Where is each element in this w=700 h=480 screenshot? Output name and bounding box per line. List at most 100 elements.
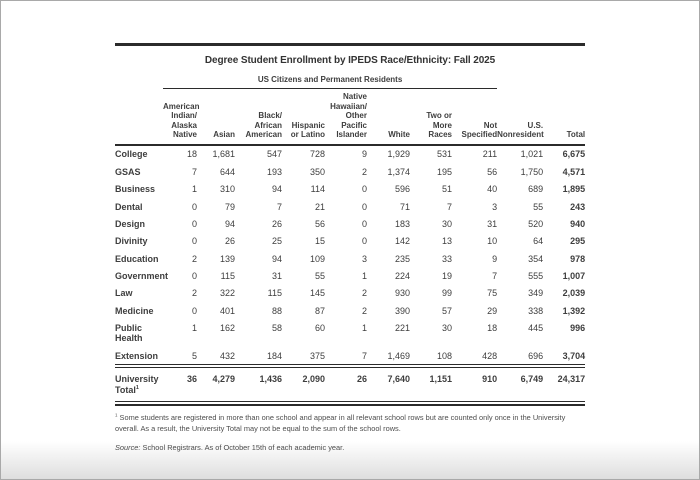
enrollment-cell: 1,021 [520, 149, 544, 160]
total-value-cell: 26 [325, 364, 367, 403]
row-total-cell: 1,007 [562, 270, 586, 281]
enrollment-cell: 3 [361, 253, 367, 264]
enrollment-cell: 7 [446, 201, 452, 212]
enrollment-cell: 531 [436, 149, 452, 160]
enrollment-cell: 56 [314, 218, 325, 229]
column-header-asian: Asian [197, 88, 235, 146]
row-label: Design [115, 218, 146, 229]
table-row-dental: Dental 0 79 7 21 0 71 7 3 55 243 [115, 198, 585, 215]
enrollment-cell: 58 [271, 322, 282, 333]
enrollment-cell: 10 [487, 236, 498, 247]
enrollment-cell: 40 [487, 184, 498, 195]
row-total-cell: 978 [570, 253, 586, 264]
enrollment-cell: 51 [441, 184, 452, 195]
enrollment-cell: 428 [482, 350, 498, 361]
row-label: Law [115, 288, 133, 299]
enrollment-cell: 55 [533, 201, 544, 212]
enrollment-cell: 115 [267, 288, 282, 299]
column-header-row: American Indian/ Alaska Native Asian Bla… [115, 88, 586, 146]
enrollment-cell: 26 [271, 218, 282, 229]
enrollment-cell: 354 [528, 253, 544, 264]
column-header-two-or-more-races: Two or More Races [410, 88, 452, 146]
enrollment-cell: 108 [436, 350, 452, 361]
column-header-black-african-american: Black/ African American [235, 88, 282, 146]
total-row: University Total1 36 4,279 1,436 2,090 26 7,6… [115, 364, 586, 403]
spacer [115, 70, 163, 89]
enrollment-cell: 1,750 [520, 166, 544, 177]
table-body: College 18 1,681 547 728 9 1,929 531 211 1,021 6,6… [115, 145, 585, 366]
table-row-public-health: Public Health 1 162 58 60 1 221 30 18 445 996 [115, 319, 585, 347]
row-total-cell: 1,392 [562, 305, 586, 316]
enrollment-cell: 94 [271, 253, 282, 264]
enrollment-cell: 13 [441, 236, 452, 247]
footnote: 1 Some students are registered in more t… [115, 413, 585, 434]
row-label: Public Health [115, 322, 143, 344]
enrollment-cell: 2 [361, 305, 367, 316]
total-row-label: University Total1 [115, 364, 163, 403]
group-header-row: US Citizens and Permanent Residents [115, 70, 585, 89]
enrollment-cell: 7 [492, 270, 498, 281]
enrollment-cell: 1,929 [387, 149, 410, 160]
enrollment-cell: 109 [309, 253, 325, 264]
enrollment-cell: 0 [191, 270, 197, 281]
column-header-us-nonresident: U.S. Nonresident [497, 88, 544, 146]
enrollment-cell: 224 [394, 270, 410, 281]
enrollment-cell: 184 [266, 350, 282, 361]
table-row-design: Design 0 94 26 56 0 183 30 31 520 940 [115, 215, 585, 232]
enrollment-cell: 193 [266, 166, 282, 177]
total-value-cell: 7,640 [367, 364, 410, 403]
row-total-cell: 996 [570, 322, 586, 333]
table-row-extension: Extension 5 432 184 375 7 1,469 108 428 696 3,704 [115, 347, 585, 366]
enrollment-cell: 75 [487, 288, 498, 299]
enrollment-cell: 2 [361, 288, 367, 299]
enrollment-cell: 99 [441, 288, 452, 299]
enrollment-cell: 21 [314, 201, 325, 212]
enrollment-cell: 401 [219, 305, 235, 316]
row-label: Government [115, 270, 169, 281]
enrollment-cell: 0 [361, 184, 367, 195]
source-note: Source: School Registrars. As of October… [115, 443, 585, 452]
enrollment-cell: 25 [271, 236, 282, 247]
table-row-divinity: Divinity 0 26 25 15 0 142 13 10 64 295 [115, 233, 585, 250]
enrollment-cell: 94 [224, 218, 235, 229]
enrollment-cell: 350 [309, 166, 325, 177]
enrollment-cell: 115 [220, 270, 235, 281]
row-label: College [115, 149, 148, 160]
row-label: Business [115, 184, 156, 195]
enrollment-cell: 1 [361, 270, 367, 281]
column-header-american-indian-alaska-native: American Indian/ Alaska Native [163, 88, 199, 146]
total-value-cell: 1,436 [235, 364, 282, 403]
enrollment-cell: 322 [219, 288, 235, 299]
enrollment-cell: 87 [314, 305, 325, 316]
enrollment-cell: 596 [394, 184, 410, 195]
enrollment-cell: 547 [266, 149, 282, 160]
column-header-not-specified: Not Specified [452, 88, 498, 146]
enrollment-cell: 71 [399, 201, 410, 212]
enrollment-cell: 1,681 [212, 149, 235, 160]
enrollment-cell: 31 [271, 270, 282, 281]
enrollment-cell: 644 [219, 166, 235, 177]
enrollment-cell: 9 [361, 149, 367, 160]
enrollment-cell: 1 [191, 322, 197, 333]
enrollment-cell: 1 [191, 184, 197, 195]
enrollment-cell: 0 [361, 201, 367, 212]
row-total-cell: 1,895 [562, 184, 586, 195]
enrollment-cell: 310 [219, 184, 235, 195]
row-total-cell: 295 [570, 236, 586, 247]
table-row-medicine: Medicine 0 401 88 87 2 390 57 29 338 1,392 [115, 302, 585, 319]
enrollment-cell: 930 [394, 288, 410, 299]
enrollment-cell: 55 [314, 270, 325, 281]
enrollment-cell: 375 [309, 350, 325, 361]
table-row-education: Education 2 139 94 109 3 235 33 9 354 978 [115, 250, 585, 267]
row-label: Dental [115, 201, 143, 212]
column-header-hispanic-latino: Hispanic or Latino [282, 88, 325, 146]
enrollment-cell: 18 [186, 149, 197, 160]
column-header-total: Total [543, 88, 586, 146]
enrollment-cell: 235 [394, 253, 410, 264]
total-row-label-text: University Total [115, 374, 159, 396]
row-total-cell: 243 [570, 201, 586, 212]
enrollment-cell: 56 [487, 166, 498, 177]
grand-total-cell: 24,317 [543, 364, 586, 403]
enrollment-cell: 555 [528, 270, 544, 281]
